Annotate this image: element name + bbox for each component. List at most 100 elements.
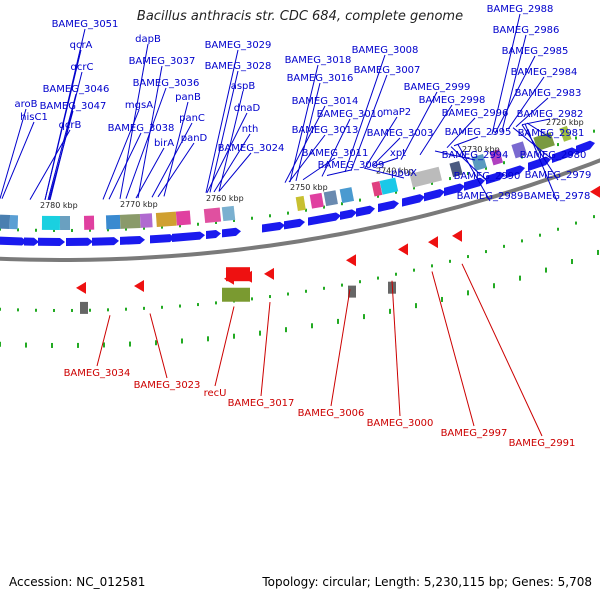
forward-gene-label: BAMEG_3051 (52, 19, 119, 30)
forward-label-leader (494, 55, 536, 134)
tick-mark (215, 220, 217, 224)
feature-block (379, 177, 399, 195)
tick-mark (107, 228, 109, 232)
forward-gene-label: BAMEG_2984 (511, 67, 578, 78)
forward-gene-label: panB (175, 92, 201, 103)
tick-mark (53, 308, 55, 312)
tick-mark (161, 305, 163, 309)
reverse-gray-block (348, 285, 356, 298)
reverse-gene-label: BAMEG_3034 (64, 368, 131, 379)
feature-block (489, 149, 504, 166)
tick-mark (305, 289, 307, 293)
forward-gene-arrow (506, 165, 525, 179)
tick-mark (17, 228, 19, 232)
forward-label-leader (344, 54, 386, 173)
reverse-gene-arrow (428, 236, 438, 249)
forward-gene-label: BAMEG_2985 (502, 46, 569, 57)
forward-gene-label: BAMEG_3018 (285, 55, 352, 66)
tick-mark (539, 233, 541, 237)
tick-mark (197, 303, 199, 307)
forward-gene-label: BAMEG_2994 (442, 150, 509, 161)
tick-mark (493, 283, 495, 289)
tick-mark (103, 342, 105, 348)
forward-label-leader (213, 133, 251, 193)
tick-mark (0, 341, 1, 347)
forward-gene-arrow (552, 147, 577, 164)
feature-block (0, 214, 11, 230)
tick-mark (593, 129, 595, 133)
forward-gene-label: BAMEG_3047 (40, 101, 107, 112)
tick-mark (363, 314, 365, 320)
tick-mark (593, 215, 595, 219)
tick-mark (539, 149, 541, 153)
tick-mark (129, 341, 131, 347)
tick-mark (285, 327, 287, 333)
forward-gene-label: BAMEG_3028 (205, 61, 272, 72)
tick-mark (377, 194, 379, 198)
forward-label-leader (400, 91, 438, 160)
tick-mark (161, 225, 163, 229)
tick-mark (545, 267, 547, 273)
forward-gene-label: BAMEG_2983 (515, 88, 582, 99)
tick-mark (287, 292, 289, 296)
tick-mark (233, 218, 235, 222)
reverse-label-leader (461, 263, 543, 437)
forward-gene-label: qcrC (71, 62, 94, 73)
reverse-gene-label: recU (204, 388, 227, 399)
forward-label-leader (289, 64, 319, 183)
scale-tick-label: 2730 kbp (462, 145, 500, 154)
tick-mark (0, 227, 1, 231)
tick-mark (575, 221, 577, 225)
feature-block (139, 213, 153, 228)
reverse-gene-label: BAMEG_3006 (298, 408, 365, 419)
tick-mark (179, 224, 181, 228)
reverse-gene-arrow (398, 243, 408, 256)
reverse-gene-arrow (346, 254, 356, 267)
tick-mark (77, 342, 79, 348)
scale-tick-label: 2780 kbp (40, 201, 78, 210)
feature-block (175, 210, 191, 226)
tick-mark (441, 296, 443, 302)
feature-block (295, 195, 306, 212)
tick-mark (207, 336, 209, 342)
inner-tick-ring-1 (0, 215, 595, 312)
forward-gene-arrow (424, 188, 445, 202)
feature-block (9, 215, 19, 230)
feature-block (559, 125, 572, 142)
forward-gene-label: BAMEG_2986 (493, 25, 560, 36)
forward-label-leader (373, 157, 399, 167)
forward-label-leader (350, 74, 388, 171)
forward-gene-arrow (444, 183, 465, 197)
tick-mark (233, 333, 235, 339)
tick-mark (323, 286, 325, 290)
forward-gene-label: BAMEG_3029 (205, 40, 272, 51)
reverse-label-leader (214, 306, 235, 387)
tick-mark (155, 340, 157, 346)
tick-mark (449, 259, 451, 263)
scale-tick-label: 2740 kbp (376, 167, 414, 176)
tick-mark (215, 301, 217, 305)
tick-mark (143, 306, 145, 310)
tick-mark (251, 297, 253, 301)
forward-label-leader (108, 132, 142, 200)
forward-gene-label: mgsA (125, 100, 153, 111)
feature-block (155, 211, 177, 227)
forward-label-leader (515, 97, 549, 128)
feature-block (371, 181, 383, 197)
forward-gene-arrow (486, 171, 505, 185)
tick-mark (89, 228, 91, 232)
tick-mark (143, 226, 145, 230)
forward-label-leader (457, 144, 491, 202)
forward-label-leader (453, 136, 479, 147)
tick-mark (557, 227, 559, 231)
genome-info-label: Topology: circular; Length: 5,230,115 bp… (262, 575, 592, 589)
forward-label-leader (521, 118, 551, 126)
forward-label-leader (102, 109, 140, 200)
tick-mark (575, 136, 577, 140)
tick-mark (287, 211, 289, 215)
forward-gene-arrow (66, 237, 93, 246)
reverse-feature-block (222, 287, 250, 302)
tick-mark (377, 276, 379, 280)
forward-gene-label: BAMEG_2996 (442, 108, 509, 119)
